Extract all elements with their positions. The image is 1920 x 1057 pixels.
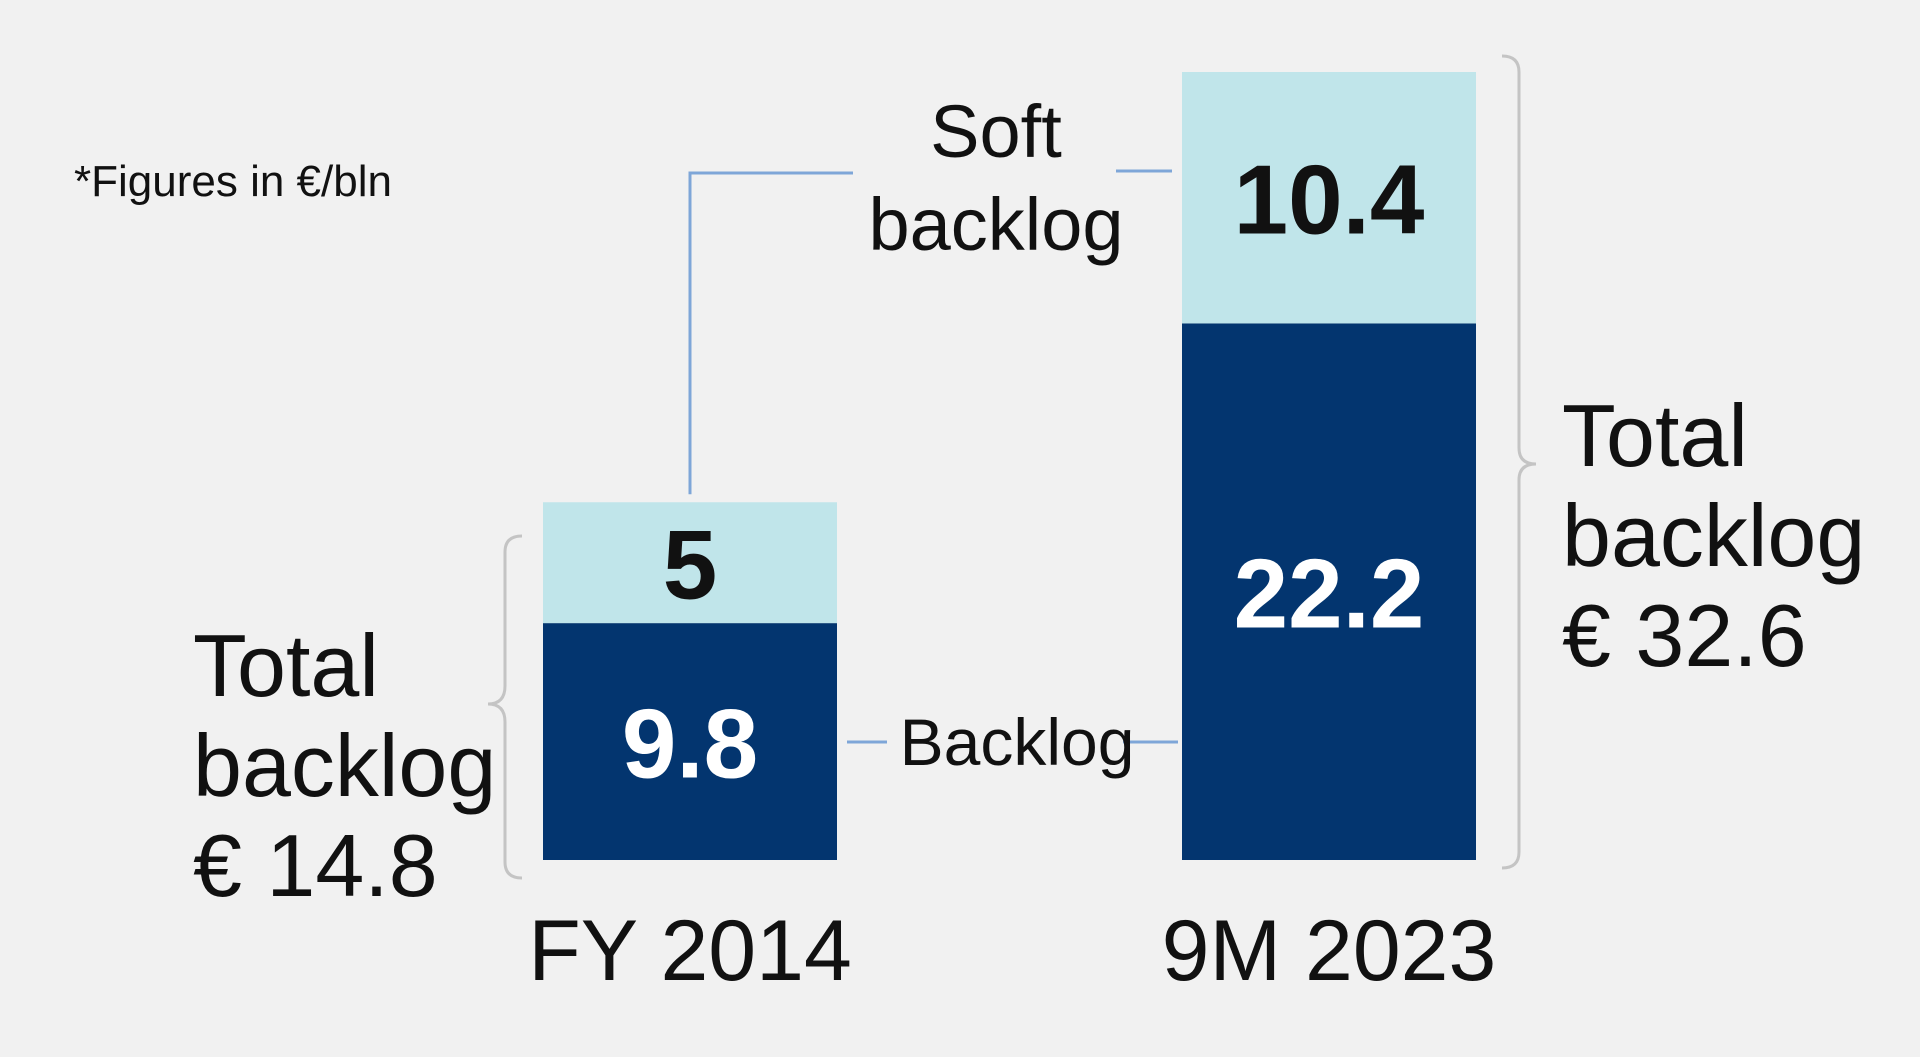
bar-soft-backlog-1 [1182, 72, 1476, 324]
x-tick-label-9m-2023: 9M 2023 [1162, 903, 1497, 999]
bars-layer: 9.8 5 22.2 10.4 [543, 72, 1476, 861]
total-label-9m-2023-line-3: € 32.6 [1562, 586, 1807, 685]
soft-backlog-connector-left [688, 171, 853, 495]
data-label-soft-backlog-0: 5 [663, 510, 718, 620]
connector-lines [688, 169, 1178, 744]
data-label-backlog-0: 9.8 [622, 689, 758, 799]
total-label-fy-2014-line-3: € 14.8 [193, 816, 438, 915]
legend-label-soft-backlog-line-2: backlog [868, 183, 1123, 266]
total-label-9m-2023-line-1: Total [1562, 386, 1748, 485]
total-bracket-9m-2023 [1501, 54, 1537, 870]
x-tick-label-fy-2014: FY 2014 [528, 903, 852, 999]
legend-label-backlog: Backlog [900, 705, 1135, 779]
bar-backlog-0 [543, 623, 837, 860]
bar-backlog-1 [1182, 323, 1476, 861]
units-note: *Figures in €/bln [74, 157, 392, 206]
total-bracket-fy-2014 [487, 534, 523, 880]
total-label-fy-2014-line-1: Total [193, 616, 379, 715]
total-label-fy-2014-line-2: backlog [193, 716, 496, 815]
data-label-backlog-1: 22.2 [1234, 539, 1425, 649]
bar-soft-backlog-0 [543, 502, 837, 624]
legend-label-soft-backlog-line-1: Soft [930, 90, 1062, 173]
data-label-soft-backlog-1: 10.4 [1234, 145, 1425, 255]
total-label-9m-2023-line-2: backlog [1562, 486, 1865, 585]
